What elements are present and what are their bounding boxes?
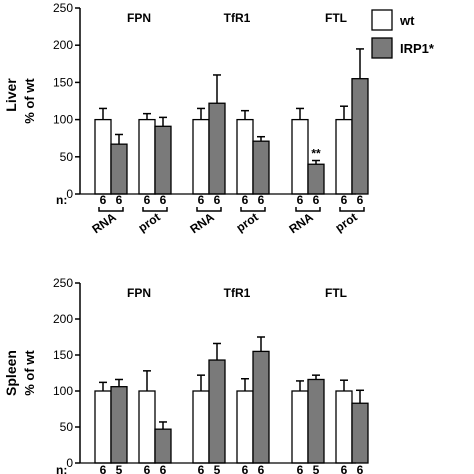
bar-wt xyxy=(192,118,210,195)
subgroup-label: prot xyxy=(333,210,360,235)
n-value: 6 xyxy=(214,193,221,207)
bar-irp1 xyxy=(208,359,226,464)
bar-wt xyxy=(138,118,156,195)
n-value: 6 xyxy=(160,463,167,474)
bar-irp1 xyxy=(351,402,369,464)
bar-irp1 xyxy=(154,125,172,195)
significance-label: ** xyxy=(311,147,321,161)
bar-wt xyxy=(94,118,112,195)
n-value: 6 xyxy=(258,193,265,207)
n-value: 6 xyxy=(144,193,151,207)
subgroup-label: RNA xyxy=(187,210,217,237)
y-tick-label: 100 xyxy=(53,384,73,398)
gene-label: FPN xyxy=(127,11,151,25)
n-value: 5 xyxy=(116,463,123,474)
n-value: 6 xyxy=(100,193,107,207)
n-label: n: xyxy=(56,463,67,474)
bar-irp1 xyxy=(307,163,325,195)
bar-wt xyxy=(94,390,112,464)
bar-irp1 xyxy=(110,386,128,464)
bar-irp1 xyxy=(154,428,172,464)
n-value: 6 xyxy=(341,193,348,207)
y-tick-label: 0 xyxy=(66,456,73,470)
y-tick-label: 150 xyxy=(53,75,73,89)
subgroup-bracket xyxy=(98,207,124,212)
n-value: 6 xyxy=(144,463,151,474)
bar-irp1 xyxy=(351,78,369,195)
subgroup-bracket xyxy=(339,207,365,212)
n-value: 6 xyxy=(341,463,348,474)
gene-label: TfR1 xyxy=(224,286,251,300)
n-value: 6 xyxy=(242,193,249,207)
n-value: 6 xyxy=(357,193,364,207)
subgroup-label: RNA xyxy=(286,210,316,237)
bar-wt xyxy=(335,118,353,195)
tissue-label: Liver xyxy=(3,78,19,112)
bar-irp1 xyxy=(307,378,325,464)
y-tick-label: 200 xyxy=(53,38,73,52)
n-value: 6 xyxy=(160,193,167,207)
n-label: n: xyxy=(56,193,67,207)
subgroup-bracket xyxy=(295,207,321,212)
n-value: 6 xyxy=(100,463,107,474)
legend-label: wt xyxy=(399,13,415,28)
n-value: 5 xyxy=(313,463,320,474)
y-tick-label: 150 xyxy=(53,348,73,362)
n-value: 6 xyxy=(116,193,123,207)
gene-label: FTL xyxy=(325,11,347,25)
subgroup-bracket xyxy=(142,207,168,212)
n-value: 6 xyxy=(198,463,205,474)
tissue-label: Spleen xyxy=(3,350,19,396)
bar-wt xyxy=(138,390,156,464)
gene-label: TfR1 xyxy=(224,11,251,25)
y-tick-label: 250 xyxy=(53,276,73,290)
y-tick-label: 200 xyxy=(53,312,73,326)
subgroup-bracket xyxy=(240,207,266,212)
subgroup-bracket xyxy=(196,207,222,212)
n-value: 5 xyxy=(214,463,221,474)
y-tick-label: 50 xyxy=(60,150,74,164)
n-value: 6 xyxy=(258,463,265,474)
bar-wt xyxy=(335,390,353,464)
legend-swatch-wt xyxy=(371,9,393,31)
legend-label: IRP1* xyxy=(400,41,435,56)
y-tick-label: 50 xyxy=(60,420,74,434)
legend-swatch-irp1 xyxy=(371,37,393,59)
bar-irp1 xyxy=(252,350,270,464)
n-value: 6 xyxy=(198,193,205,207)
n-value: 6 xyxy=(242,463,249,474)
n-value: 6 xyxy=(297,193,304,207)
legend: wt IRP1* xyxy=(371,9,435,59)
bar-wt xyxy=(236,118,254,195)
bar-wt xyxy=(192,390,210,464)
subgroup-label: prot xyxy=(234,210,261,235)
y-tick-label: 100 xyxy=(53,113,73,127)
y-tick-label: 250 xyxy=(53,1,73,15)
n-value: 6 xyxy=(313,193,320,207)
bar-irp1 xyxy=(110,143,128,195)
y-axis-label: % of wt xyxy=(22,78,37,124)
subgroup-label: prot xyxy=(136,210,163,235)
bar-wt xyxy=(291,118,309,195)
bar-wt xyxy=(236,390,254,464)
bar-irp1 xyxy=(208,102,226,195)
y-axis-label: % of wt xyxy=(22,350,37,396)
n-value: 6 xyxy=(297,463,304,474)
n-value: 6 xyxy=(357,463,364,474)
gene-label: FPN xyxy=(127,286,151,300)
bar-wt xyxy=(291,390,309,464)
bar-irp1 xyxy=(252,140,270,195)
subgroup-label: RNA xyxy=(89,210,119,237)
gene-label: FTL xyxy=(325,286,347,300)
y-tick-label: 0 xyxy=(66,187,73,201)
